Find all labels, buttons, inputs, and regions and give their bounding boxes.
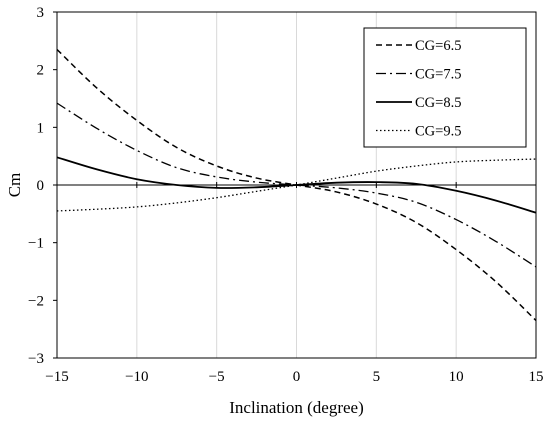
y-tick-label: −2 [28,293,44,309]
y-tick-label: 2 [37,63,45,79]
legend-label: CG=8.5 [415,95,461,111]
y-tick-label: 0 [37,178,45,194]
legend-box [363,27,527,148]
x-axis-label: Inclination (degree) [229,398,364,417]
legend: CG=6.5 CG=7.5 CG=8.5 CG=9.5 [363,27,527,148]
legend-label: CG=7.5 [415,67,461,83]
y-tick-label: −1 [28,236,44,252]
y-tick-label: 1 [37,120,45,136]
y-tick-label: 3 [37,5,45,21]
x-tick-label: 5 [373,369,381,385]
x-tick-label: −5 [209,369,225,385]
x-tick-label: 10 [449,369,464,385]
legend-label: CG=9.5 [415,124,461,140]
x-tick-label: −10 [125,369,148,385]
series-line [56,102,537,268]
y-axis-label: Cm [5,173,24,198]
x-tick-label: 0 [293,369,301,385]
legend-label: CG=6.5 [415,38,461,54]
x-tick-label: 15 [529,369,544,385]
x-tick-label: −15 [45,369,68,385]
y-tick-label: −3 [28,351,44,367]
